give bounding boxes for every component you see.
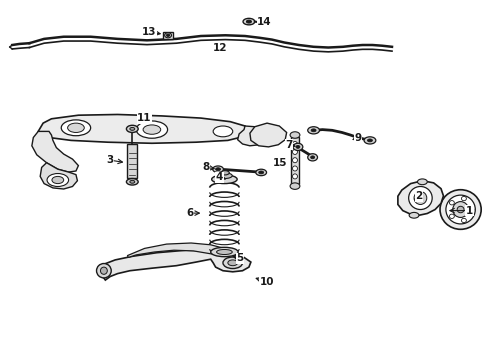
Ellipse shape <box>293 158 297 163</box>
Ellipse shape <box>259 171 264 174</box>
Ellipse shape <box>143 125 161 134</box>
Ellipse shape <box>462 218 466 222</box>
Ellipse shape <box>243 18 255 25</box>
Polygon shape <box>398 181 443 215</box>
Polygon shape <box>38 114 247 143</box>
Bar <box>163 32 173 39</box>
Ellipse shape <box>311 156 315 159</box>
Ellipse shape <box>52 176 64 184</box>
Ellipse shape <box>223 257 243 269</box>
Ellipse shape <box>213 166 223 172</box>
Bar <box>291 137 299 184</box>
Text: 7: 7 <box>285 140 293 150</box>
Ellipse shape <box>97 264 111 278</box>
Ellipse shape <box>216 168 220 171</box>
Ellipse shape <box>308 154 318 161</box>
Text: 4: 4 <box>216 172 223 182</box>
Text: 1: 1 <box>466 206 473 216</box>
Ellipse shape <box>311 129 316 132</box>
Ellipse shape <box>213 126 233 137</box>
Ellipse shape <box>261 21 269 26</box>
Ellipse shape <box>290 132 300 138</box>
Ellipse shape <box>217 173 232 179</box>
Polygon shape <box>32 131 78 172</box>
Ellipse shape <box>246 20 251 23</box>
Text: 2: 2 <box>416 191 422 201</box>
Ellipse shape <box>293 143 303 150</box>
Ellipse shape <box>417 179 427 185</box>
Ellipse shape <box>308 127 319 134</box>
Ellipse shape <box>211 247 238 257</box>
Text: 13: 13 <box>142 27 157 37</box>
Ellipse shape <box>293 141 297 147</box>
Ellipse shape <box>457 206 464 213</box>
Ellipse shape <box>293 166 297 171</box>
Polygon shape <box>102 250 251 280</box>
Text: 14: 14 <box>257 17 272 27</box>
Bar <box>127 144 137 178</box>
Ellipse shape <box>167 34 170 36</box>
Ellipse shape <box>136 121 168 138</box>
Text: 6: 6 <box>187 208 194 218</box>
Ellipse shape <box>220 171 229 175</box>
Text: 12: 12 <box>213 42 228 53</box>
Ellipse shape <box>440 190 481 229</box>
Ellipse shape <box>414 192 427 204</box>
Ellipse shape <box>368 139 372 142</box>
Ellipse shape <box>469 207 474 212</box>
Ellipse shape <box>364 137 376 144</box>
Ellipse shape <box>256 169 267 176</box>
Text: 5: 5 <box>237 253 244 264</box>
Ellipse shape <box>212 175 237 184</box>
Ellipse shape <box>165 33 172 38</box>
Text: 15: 15 <box>273 158 288 168</box>
Text: 8: 8 <box>202 162 209 172</box>
Ellipse shape <box>296 145 300 148</box>
Text: 3: 3 <box>107 155 114 165</box>
Ellipse shape <box>47 174 69 186</box>
Ellipse shape <box>126 125 138 132</box>
Ellipse shape <box>453 202 468 217</box>
Ellipse shape <box>293 149 297 154</box>
Ellipse shape <box>446 195 475 224</box>
Text: 10: 10 <box>260 276 274 287</box>
Text: 11: 11 <box>137 113 152 123</box>
Ellipse shape <box>61 120 91 136</box>
Ellipse shape <box>290 183 300 189</box>
Ellipse shape <box>449 214 454 219</box>
Text: 9: 9 <box>354 132 361 143</box>
Ellipse shape <box>449 201 454 205</box>
Ellipse shape <box>130 180 135 183</box>
Ellipse shape <box>228 260 238 266</box>
Ellipse shape <box>126 179 138 185</box>
Polygon shape <box>250 123 287 147</box>
Ellipse shape <box>100 267 107 274</box>
Polygon shape <box>127 243 233 257</box>
Ellipse shape <box>217 249 232 255</box>
Ellipse shape <box>293 174 297 179</box>
Ellipse shape <box>130 127 135 130</box>
Ellipse shape <box>409 186 432 210</box>
Ellipse shape <box>409 212 419 218</box>
Ellipse shape <box>462 197 466 201</box>
Ellipse shape <box>68 123 84 132</box>
Polygon shape <box>238 126 272 146</box>
Polygon shape <box>40 163 77 189</box>
